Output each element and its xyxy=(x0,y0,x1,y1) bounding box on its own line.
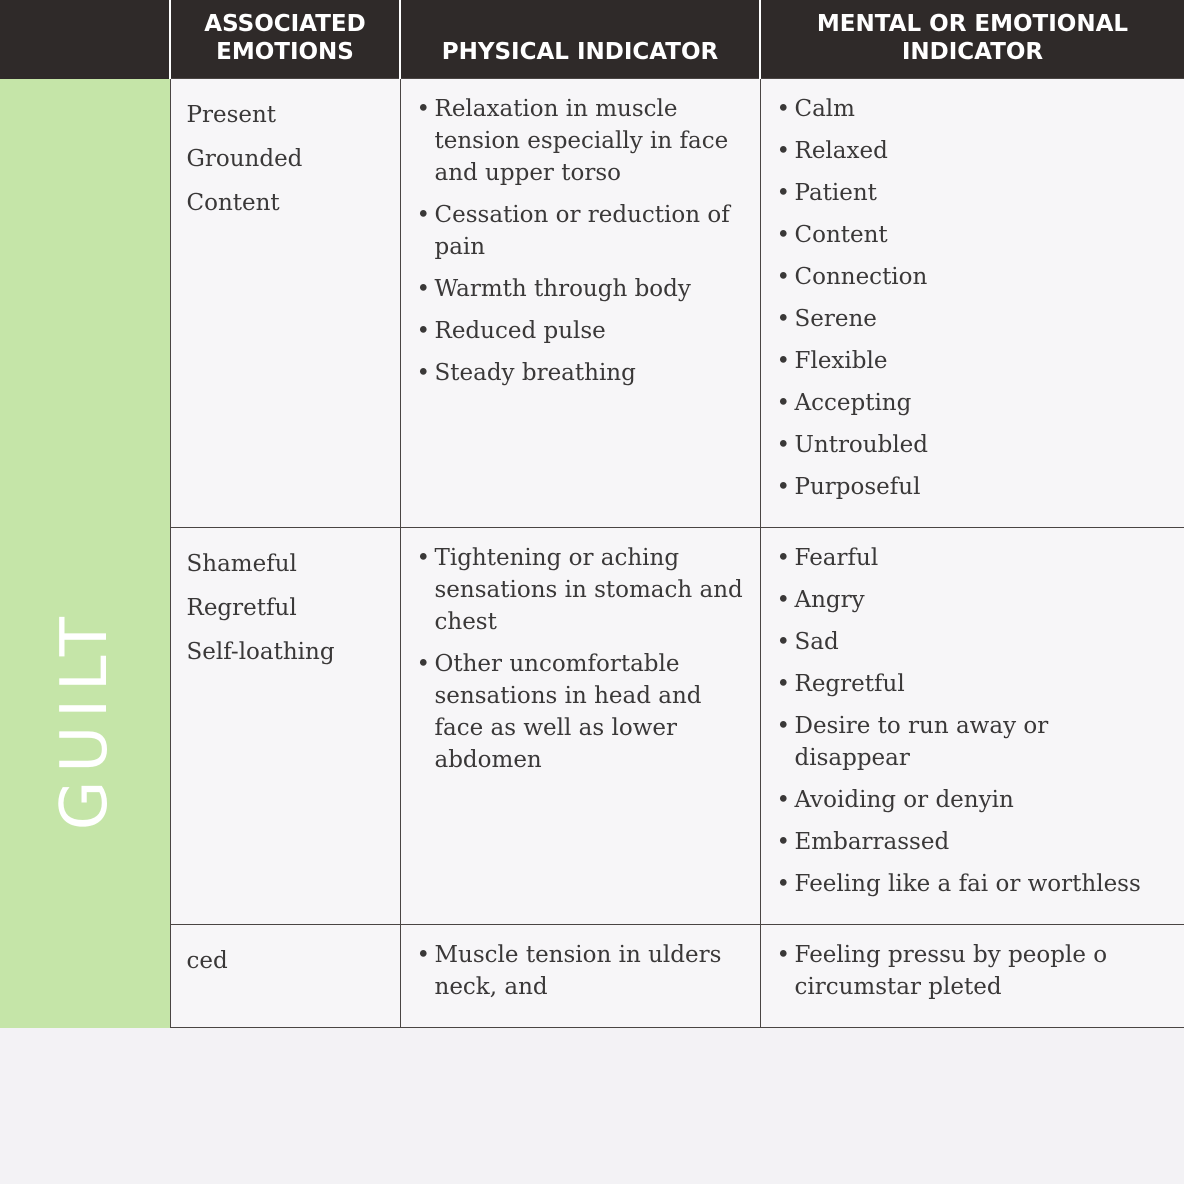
indicator-item: Tightening or aching sensations in stoma… xyxy=(417,542,744,638)
indicator-item: Serene xyxy=(777,303,1168,335)
header-physical-indicator: PHYSICAL INDICATOR xyxy=(399,0,760,79)
indicator-item: Sad xyxy=(777,626,1168,658)
table-row: GUILT Shameful Regretful Self-loathing Tight… xyxy=(0,527,1184,925)
associated-emotions-cell: ced xyxy=(169,924,401,1028)
emotion-item: Grounded xyxy=(186,146,303,172)
indicator-item: Embarrassed xyxy=(777,826,1168,858)
emotion-item: Content xyxy=(186,190,280,216)
emotion-item: Regretful xyxy=(186,595,297,621)
indicator-item: Avoiding or denyin xyxy=(777,784,1168,816)
indicator-item: Reduced pulse xyxy=(417,315,744,347)
indicator-item: Patient xyxy=(777,177,1168,209)
indicator-item: Feeling like a fai or worthless xyxy=(777,868,1168,900)
indicator-item: Calm xyxy=(777,93,1168,125)
row-label xyxy=(0,924,171,1028)
indicator-item: Angry xyxy=(777,584,1168,616)
indicator-item: Steady breathing xyxy=(417,357,744,389)
physical-indicator-cell: Tightening or aching sensations in stoma… xyxy=(399,527,761,925)
physical-indicator-cell: Relaxation in muscle tension especially … xyxy=(399,78,761,528)
indicator-item: Flexible xyxy=(777,345,1168,377)
associated-emotions-cell: Present Grounded Content xyxy=(169,78,401,528)
header-associated-emotions: ASSOCIATED EMOTIONS xyxy=(169,0,400,79)
mental-indicator-cell: Fearful Angry Sad Regretful Desire to run aw… xyxy=(759,527,1184,925)
indicator-item: Relaxation in muscle tension especially … xyxy=(417,93,744,189)
header-mental-indicator: MENTAL OR EMOTIONAL INDICATOR xyxy=(759,0,1184,79)
indicator-item: Relaxed xyxy=(777,135,1168,167)
indicator-item: Warmth through body xyxy=(417,273,744,305)
indicator-item: Feeling pressu by people o circumstar pl… xyxy=(777,939,1168,1003)
header-blank xyxy=(0,0,170,79)
emotion-item: Self-loathing xyxy=(186,639,335,665)
physical-indicator-cell: Muscle tension in ulders neck, and xyxy=(399,924,761,1028)
indicator-item: Muscle tension in ulders neck, and xyxy=(417,939,744,1003)
header-row: ASSOCIATED EMOTIONS PHYSICAL INDICATOR M… xyxy=(0,0,1184,79)
emotion-indicator-table: ASSOCIATED EMOTIONS PHYSICAL INDICATOR M… xyxy=(0,0,1184,1028)
indicator-item: Untroubled xyxy=(777,429,1168,461)
emotion-item: Shameful xyxy=(186,551,297,577)
emotion-item: Present xyxy=(186,102,277,128)
emotion-table-sheet: ASSOCIATED EMOTIONS PHYSICAL INDICATOR M… xyxy=(0,0,1184,1028)
indicator-item: Other uncomfortable sensations in head a… xyxy=(417,648,744,776)
indicator-item: Connection xyxy=(777,261,1168,293)
indicator-item: Purposeful xyxy=(777,471,1168,503)
row-label xyxy=(0,78,171,528)
row-label: GUILT xyxy=(0,527,171,925)
indicator-item: Cessation or reduction of pain xyxy=(417,199,744,263)
row-label-text: GUILT xyxy=(47,608,122,831)
associated-emotions-cell: Shameful Regretful Self-loathing xyxy=(169,527,401,925)
indicator-item: Accepting xyxy=(777,387,1168,419)
mental-indicator-cell: Feeling pressu by people o circumstar pl… xyxy=(759,924,1184,1028)
indicator-item: Regretful xyxy=(777,668,1168,700)
emotion-item: ced xyxy=(186,948,228,974)
table-row: ced Muscle tension in ulders neck, and Fee… xyxy=(0,924,1184,1028)
indicator-item: Desire to run away or disappear xyxy=(777,710,1168,774)
indicator-item: Fearful xyxy=(777,542,1168,574)
table-row: Present Grounded Content Relaxation in musc… xyxy=(0,78,1184,528)
mental-indicator-cell: Calm Relaxed Patient Content Connection Seren… xyxy=(759,78,1184,528)
indicator-item: Content xyxy=(777,219,1168,251)
